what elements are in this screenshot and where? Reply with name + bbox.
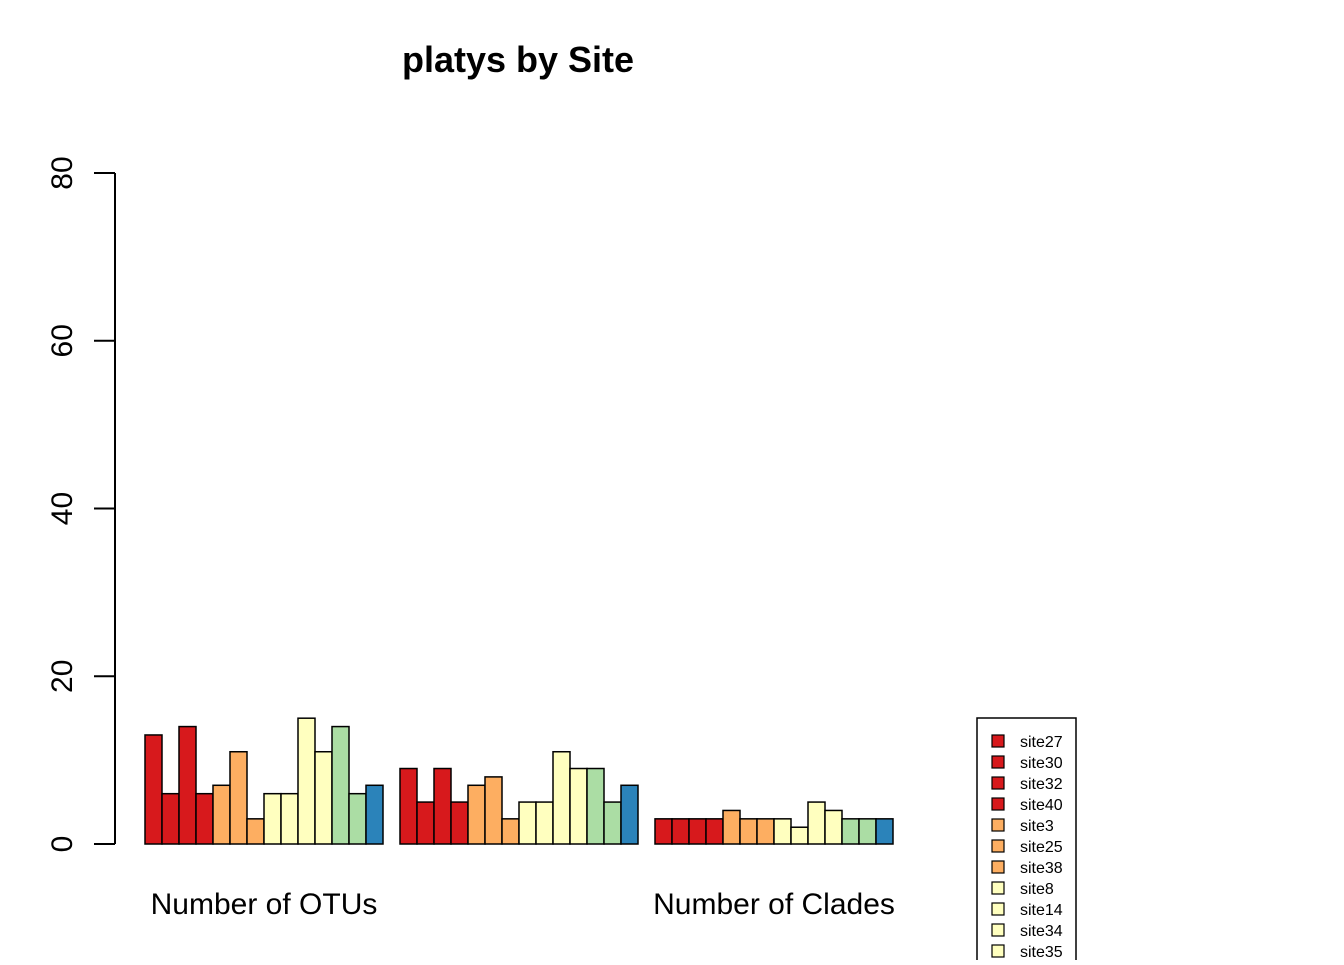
bar xyxy=(416,801,435,845)
x-axis-labels: Number of OTUs Number of Clades xyxy=(151,888,895,921)
bar xyxy=(620,784,639,845)
bar xyxy=(161,792,180,845)
bar xyxy=(467,784,486,845)
bar xyxy=(603,801,622,845)
bar xyxy=(569,767,588,845)
bar xyxy=(331,725,350,845)
y-tick-label: 80 xyxy=(46,156,79,189)
bar xyxy=(722,809,741,845)
bar xyxy=(212,784,231,845)
bar xyxy=(484,776,503,845)
legend-label: site3 xyxy=(1020,818,1054,835)
bar xyxy=(348,792,367,845)
legend-swatch xyxy=(991,776,1005,790)
legend-swatch xyxy=(991,902,1005,916)
bar xyxy=(705,818,724,845)
bar xyxy=(314,750,333,845)
bar xyxy=(739,818,758,845)
legend-label: site30 xyxy=(1020,755,1063,772)
bar xyxy=(654,818,673,845)
bar xyxy=(535,801,554,845)
bars xyxy=(144,717,894,845)
legend-label: site35 xyxy=(1020,944,1063,960)
bar xyxy=(790,826,809,845)
y-tick-label: 40 xyxy=(46,492,79,525)
legend: site27 site30 site32 site40 site3 site25 site3… xyxy=(976,717,1077,965)
bar xyxy=(297,717,316,845)
bar xyxy=(756,818,775,845)
bar xyxy=(178,725,197,845)
bar xyxy=(688,818,707,845)
bar xyxy=(195,792,214,845)
bar xyxy=(399,767,418,845)
bar xyxy=(824,809,843,845)
bar xyxy=(450,801,469,845)
bar xyxy=(671,818,690,845)
y-tick-label: 20 xyxy=(46,660,79,693)
bar xyxy=(875,818,894,845)
x-category-label: Number of Clades xyxy=(653,888,895,921)
legend-swatch xyxy=(991,923,1005,937)
y-tick-label: 60 xyxy=(46,324,79,357)
legend-label: site14 xyxy=(1020,902,1063,919)
legend-label: site38 xyxy=(1020,860,1063,877)
x-category-label: Number of OTUs xyxy=(151,888,378,921)
bar xyxy=(858,818,877,845)
bar xyxy=(365,784,384,845)
legend-label: site32 xyxy=(1020,776,1063,793)
bar xyxy=(246,818,265,845)
legend-swatch xyxy=(991,755,1005,769)
legend-label: site34 xyxy=(1020,923,1063,940)
bar xyxy=(518,801,537,845)
bar xyxy=(433,767,452,845)
legend-label: site40 xyxy=(1020,797,1063,814)
legend-swatch xyxy=(991,797,1005,811)
bar xyxy=(773,818,792,845)
bar xyxy=(263,792,282,845)
legend-label: site25 xyxy=(1020,839,1063,856)
legend-swatch xyxy=(991,818,1005,832)
bar xyxy=(586,767,605,845)
bar xyxy=(229,750,248,845)
legend-swatch xyxy=(991,734,1005,748)
legend-swatch xyxy=(991,860,1005,874)
legend-swatch xyxy=(991,944,1005,958)
chart-title: platys by Site xyxy=(402,39,634,80)
bar xyxy=(501,818,520,845)
y-axis: 0 20 40 60 80 xyxy=(46,156,116,853)
bar xyxy=(807,801,826,845)
bar xyxy=(841,818,860,845)
y-tick-label: 0 xyxy=(46,836,79,853)
legend-swatch xyxy=(991,881,1005,895)
bar xyxy=(552,750,571,845)
legend-label: site8 xyxy=(1020,881,1054,898)
bar xyxy=(280,792,299,845)
bar xyxy=(144,734,163,845)
legend-swatch xyxy=(991,839,1005,853)
legend-label: site27 xyxy=(1020,734,1063,751)
